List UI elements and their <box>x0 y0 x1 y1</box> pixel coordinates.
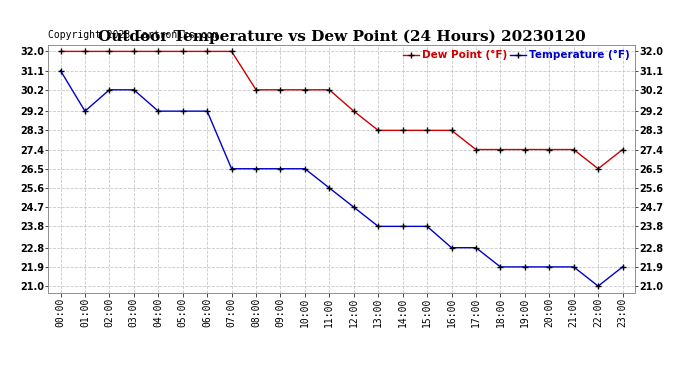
Dew Point (°F) <box>521 147 529 152</box>
Dew Point (°F) <box>130 49 138 54</box>
Temperature (°F) <box>228 166 236 171</box>
Dew Point (°F) <box>301 87 309 92</box>
Temperature (°F) <box>472 246 480 250</box>
Dew Point (°F) <box>350 109 358 113</box>
Dew Point (°F) <box>252 87 260 92</box>
Temperature (°F) <box>521 265 529 269</box>
Temperature (°F) <box>301 166 309 171</box>
Dew Point (°F) <box>276 87 284 92</box>
Temperature (°F) <box>57 68 65 73</box>
Legend: Dew Point (°F), Temperature (°F): Dew Point (°F), Temperature (°F) <box>403 50 629 60</box>
Temperature (°F) <box>81 109 89 113</box>
Line: Temperature (°F): Temperature (°F) <box>57 67 626 290</box>
Dew Point (°F) <box>81 49 89 54</box>
Dew Point (°F) <box>569 147 578 152</box>
Temperature (°F) <box>130 87 138 92</box>
Temperature (°F) <box>203 109 211 113</box>
Dew Point (°F) <box>618 147 627 152</box>
Dew Point (°F) <box>203 49 211 54</box>
Dew Point (°F) <box>228 49 236 54</box>
Dew Point (°F) <box>423 128 431 133</box>
Temperature (°F) <box>496 265 504 269</box>
Temperature (°F) <box>447 246 455 250</box>
Temperature (°F) <box>325 186 333 190</box>
Temperature (°F) <box>374 224 382 229</box>
Temperature (°F) <box>569 265 578 269</box>
Dew Point (°F) <box>374 128 382 133</box>
Dew Point (°F) <box>106 49 114 54</box>
Title: Outdoor Temperature vs Dew Point (24 Hours) 20230120: Outdoor Temperature vs Dew Point (24 Hou… <box>98 30 585 44</box>
Temperature (°F) <box>350 205 358 209</box>
Temperature (°F) <box>106 87 114 92</box>
Dew Point (°F) <box>496 147 504 152</box>
Dew Point (°F) <box>399 128 407 133</box>
Temperature (°F) <box>276 166 284 171</box>
Temperature (°F) <box>618 265 627 269</box>
Dew Point (°F) <box>545 147 553 152</box>
Dew Point (°F) <box>325 87 333 92</box>
Text: Copyright 2023 Cartronics.com: Copyright 2023 Cartronics.com <box>48 30 219 40</box>
Temperature (°F) <box>179 109 187 113</box>
Dew Point (°F) <box>57 49 65 54</box>
Dew Point (°F) <box>472 147 480 152</box>
Dew Point (°F) <box>179 49 187 54</box>
Temperature (°F) <box>399 224 407 229</box>
Dew Point (°F) <box>154 49 162 54</box>
Temperature (°F) <box>594 284 602 288</box>
Dew Point (°F) <box>594 166 602 171</box>
Temperature (°F) <box>154 109 162 113</box>
Dew Point (°F) <box>447 128 455 133</box>
Temperature (°F) <box>423 224 431 229</box>
Line: Dew Point (°F): Dew Point (°F) <box>57 48 626 172</box>
Temperature (°F) <box>252 166 260 171</box>
Temperature (°F) <box>545 265 553 269</box>
